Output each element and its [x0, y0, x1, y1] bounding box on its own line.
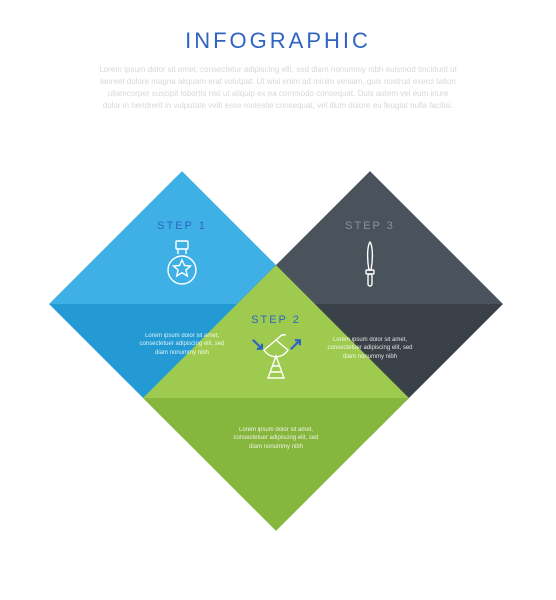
- arrow-2-to-3: ↗: [288, 334, 303, 355]
- medal-star-icon: [162, 240, 202, 286]
- content-step-3: STEP 3 Lorem ipsum dolor sit amet, conse…: [280, 220, 460, 361]
- arrow-1-to-2: ↘: [250, 334, 265, 355]
- step-2-body: Lorem ipsum dolor sit amet, consectetuer…: [186, 426, 366, 451]
- combat-knife-icon: [358, 240, 382, 290]
- step-3-body: Lorem ipsum dolor sit amet, consectetuer…: [280, 336, 460, 361]
- page-subtitle: Lorem ipsum dolor sit amet, consectetur …: [78, 64, 478, 112]
- step-1-label: STEP 1: [92, 220, 272, 232]
- step-3-label: STEP 3: [280, 220, 460, 232]
- diagram-stage: STEP 1 Lorem ipsum dolor sit amet, conse…: [78, 190, 478, 590]
- page-title: INFOGRAPHIC: [0, 0, 556, 54]
